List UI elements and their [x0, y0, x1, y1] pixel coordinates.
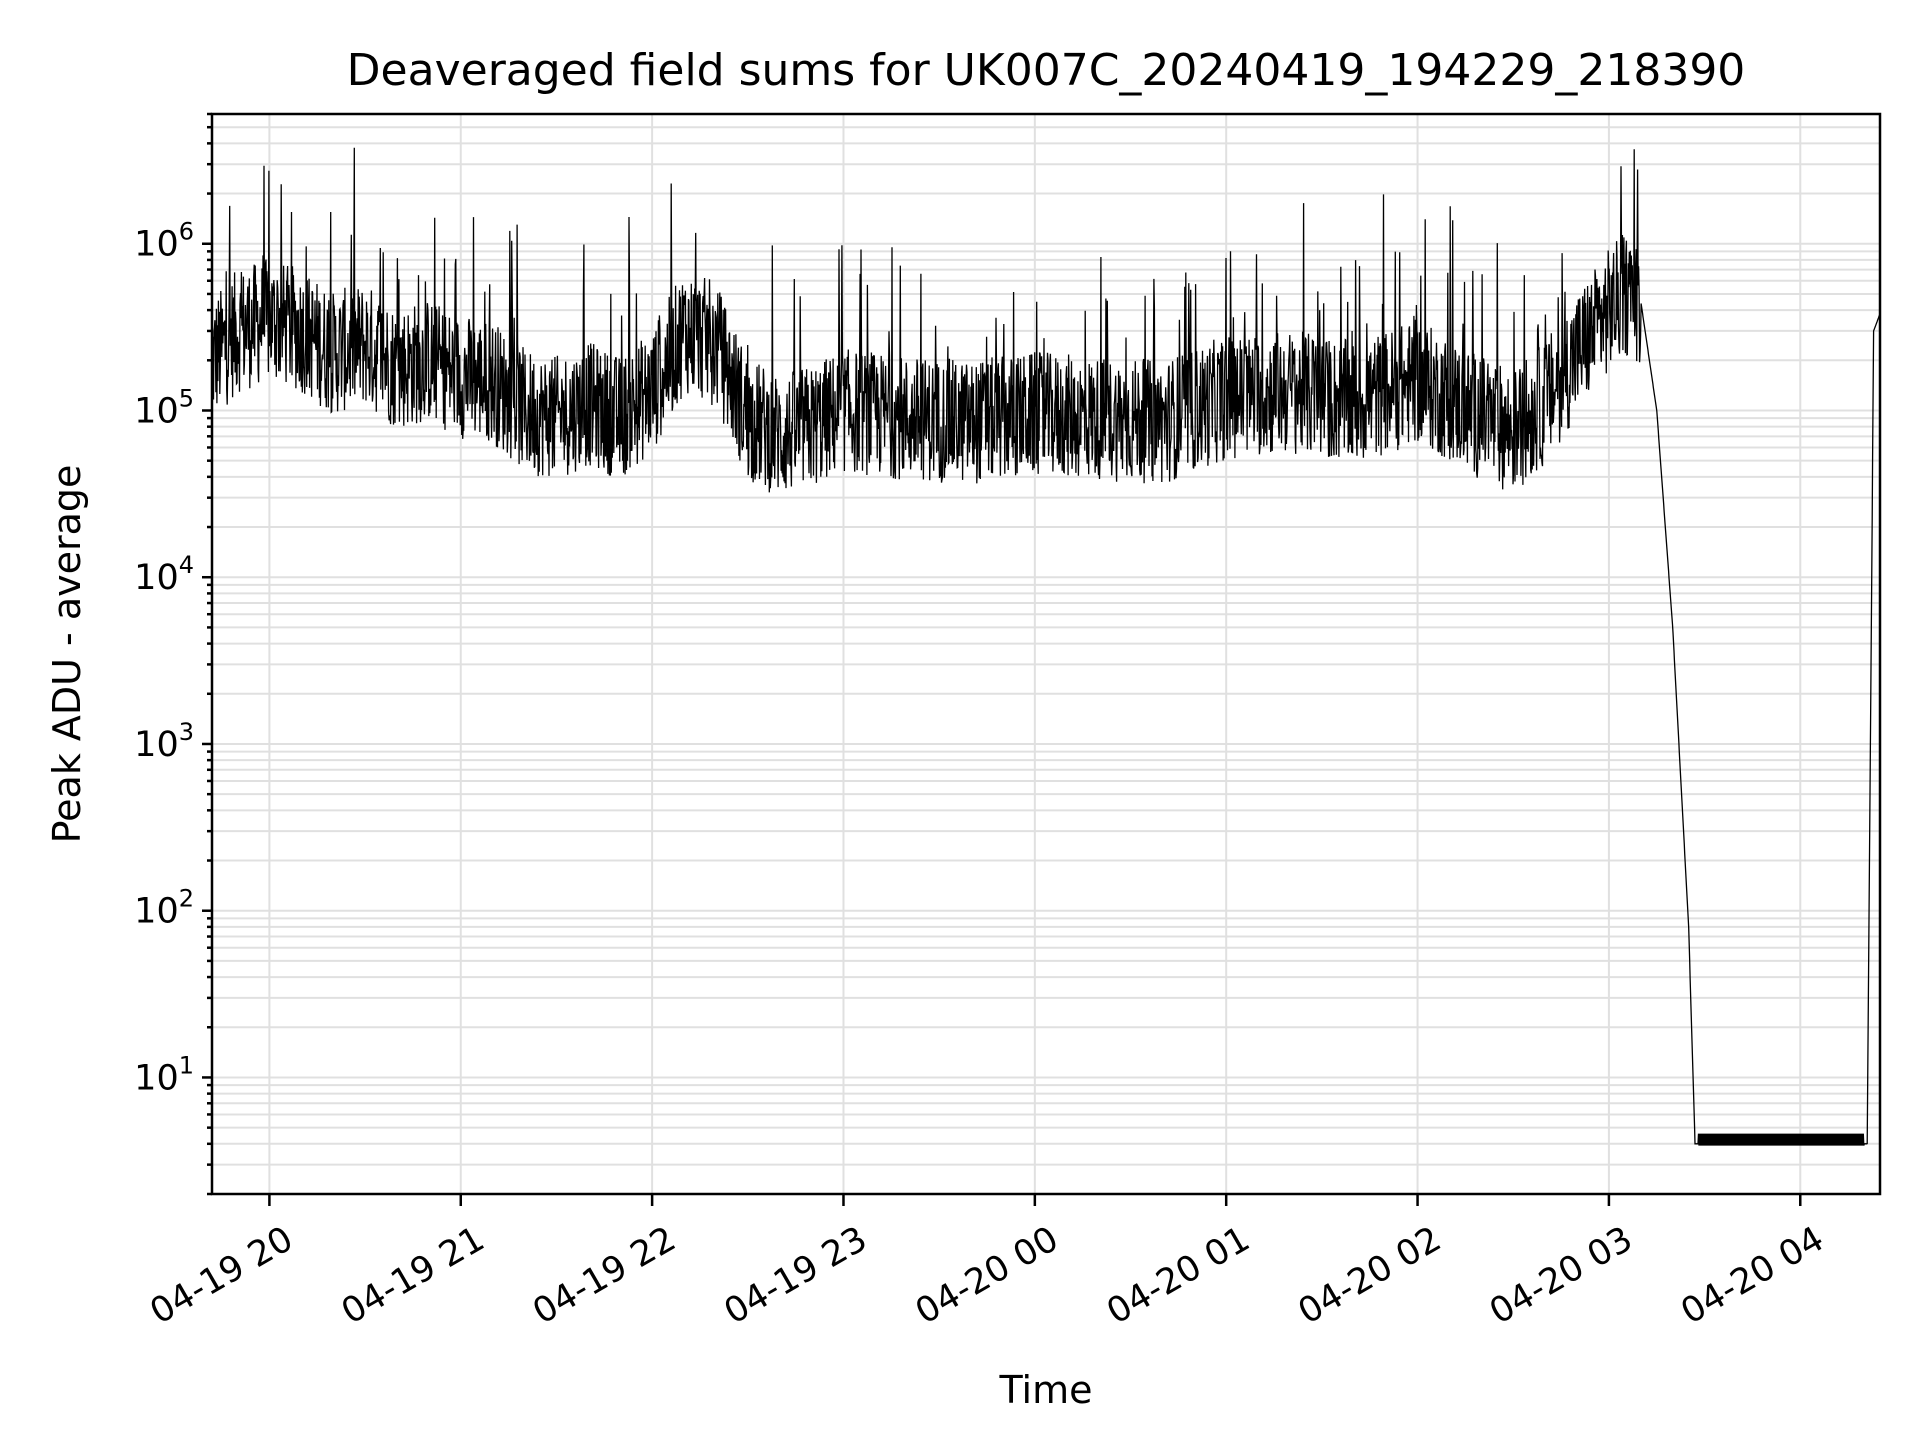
y-tick-label-base: 10 — [134, 892, 179, 932]
x-tick-label: 04-19 22 — [526, 1219, 682, 1332]
y-tick-label-exponent: 1 — [179, 1051, 194, 1079]
plot-frame — [210, 112, 1882, 1196]
y-tick-label-exponent: 5 — [179, 384, 194, 412]
y-axis-label: Peak ADU - average — [45, 465, 89, 844]
y-tick-label-exponent: 2 — [179, 885, 194, 913]
x-tick-label: 04-20 00 — [909, 1219, 1065, 1332]
y-tick-label: 104 — [134, 551, 194, 598]
x-tick-label: 04-19 20 — [144, 1219, 300, 1332]
x-tick-label: 04-19 21 — [335, 1219, 491, 1332]
x-tick-label: 04-20 01 — [1100, 1219, 1256, 1332]
y-tick-label-exponent: 6 — [179, 218, 194, 246]
y-tick-label: 106 — [134, 218, 194, 265]
y-tick-label-base: 10 — [134, 725, 179, 765]
y-tick-label: 102 — [134, 885, 194, 932]
tick-layer: 04-19 20 04-19 21 04-19 22 04-19 23 04-20 00… — [134, 112, 1831, 1332]
y-tick-label: 101 — [134, 1051, 194, 1098]
x-tick-label: 04-19 23 — [718, 1219, 874, 1332]
series-line — [211, 147, 1881, 1146]
y-tick-label: 103 — [134, 718, 194, 765]
y-tick-label-exponent: 4 — [179, 551, 194, 579]
x-tick-label: 04-20 03 — [1483, 1219, 1639, 1332]
chart-title: Deaveraged field sums for UK007C_2024041… — [347, 45, 1746, 96]
x-tick-label: 04-20 02 — [1292, 1219, 1448, 1332]
y-tick-label-base: 10 — [134, 558, 179, 598]
y-tick-label-exponent: 3 — [179, 718, 194, 746]
y-tick-label-base: 10 — [134, 225, 179, 265]
y-tick-label-base: 10 — [134, 1058, 179, 1098]
y-tick-label-base: 10 — [134, 391, 179, 431]
x-axis-label: Time — [999, 1368, 1093, 1412]
y-tick-label: 105 — [134, 384, 194, 431]
x-tick-label: 04-20 04 — [1674, 1219, 1830, 1332]
